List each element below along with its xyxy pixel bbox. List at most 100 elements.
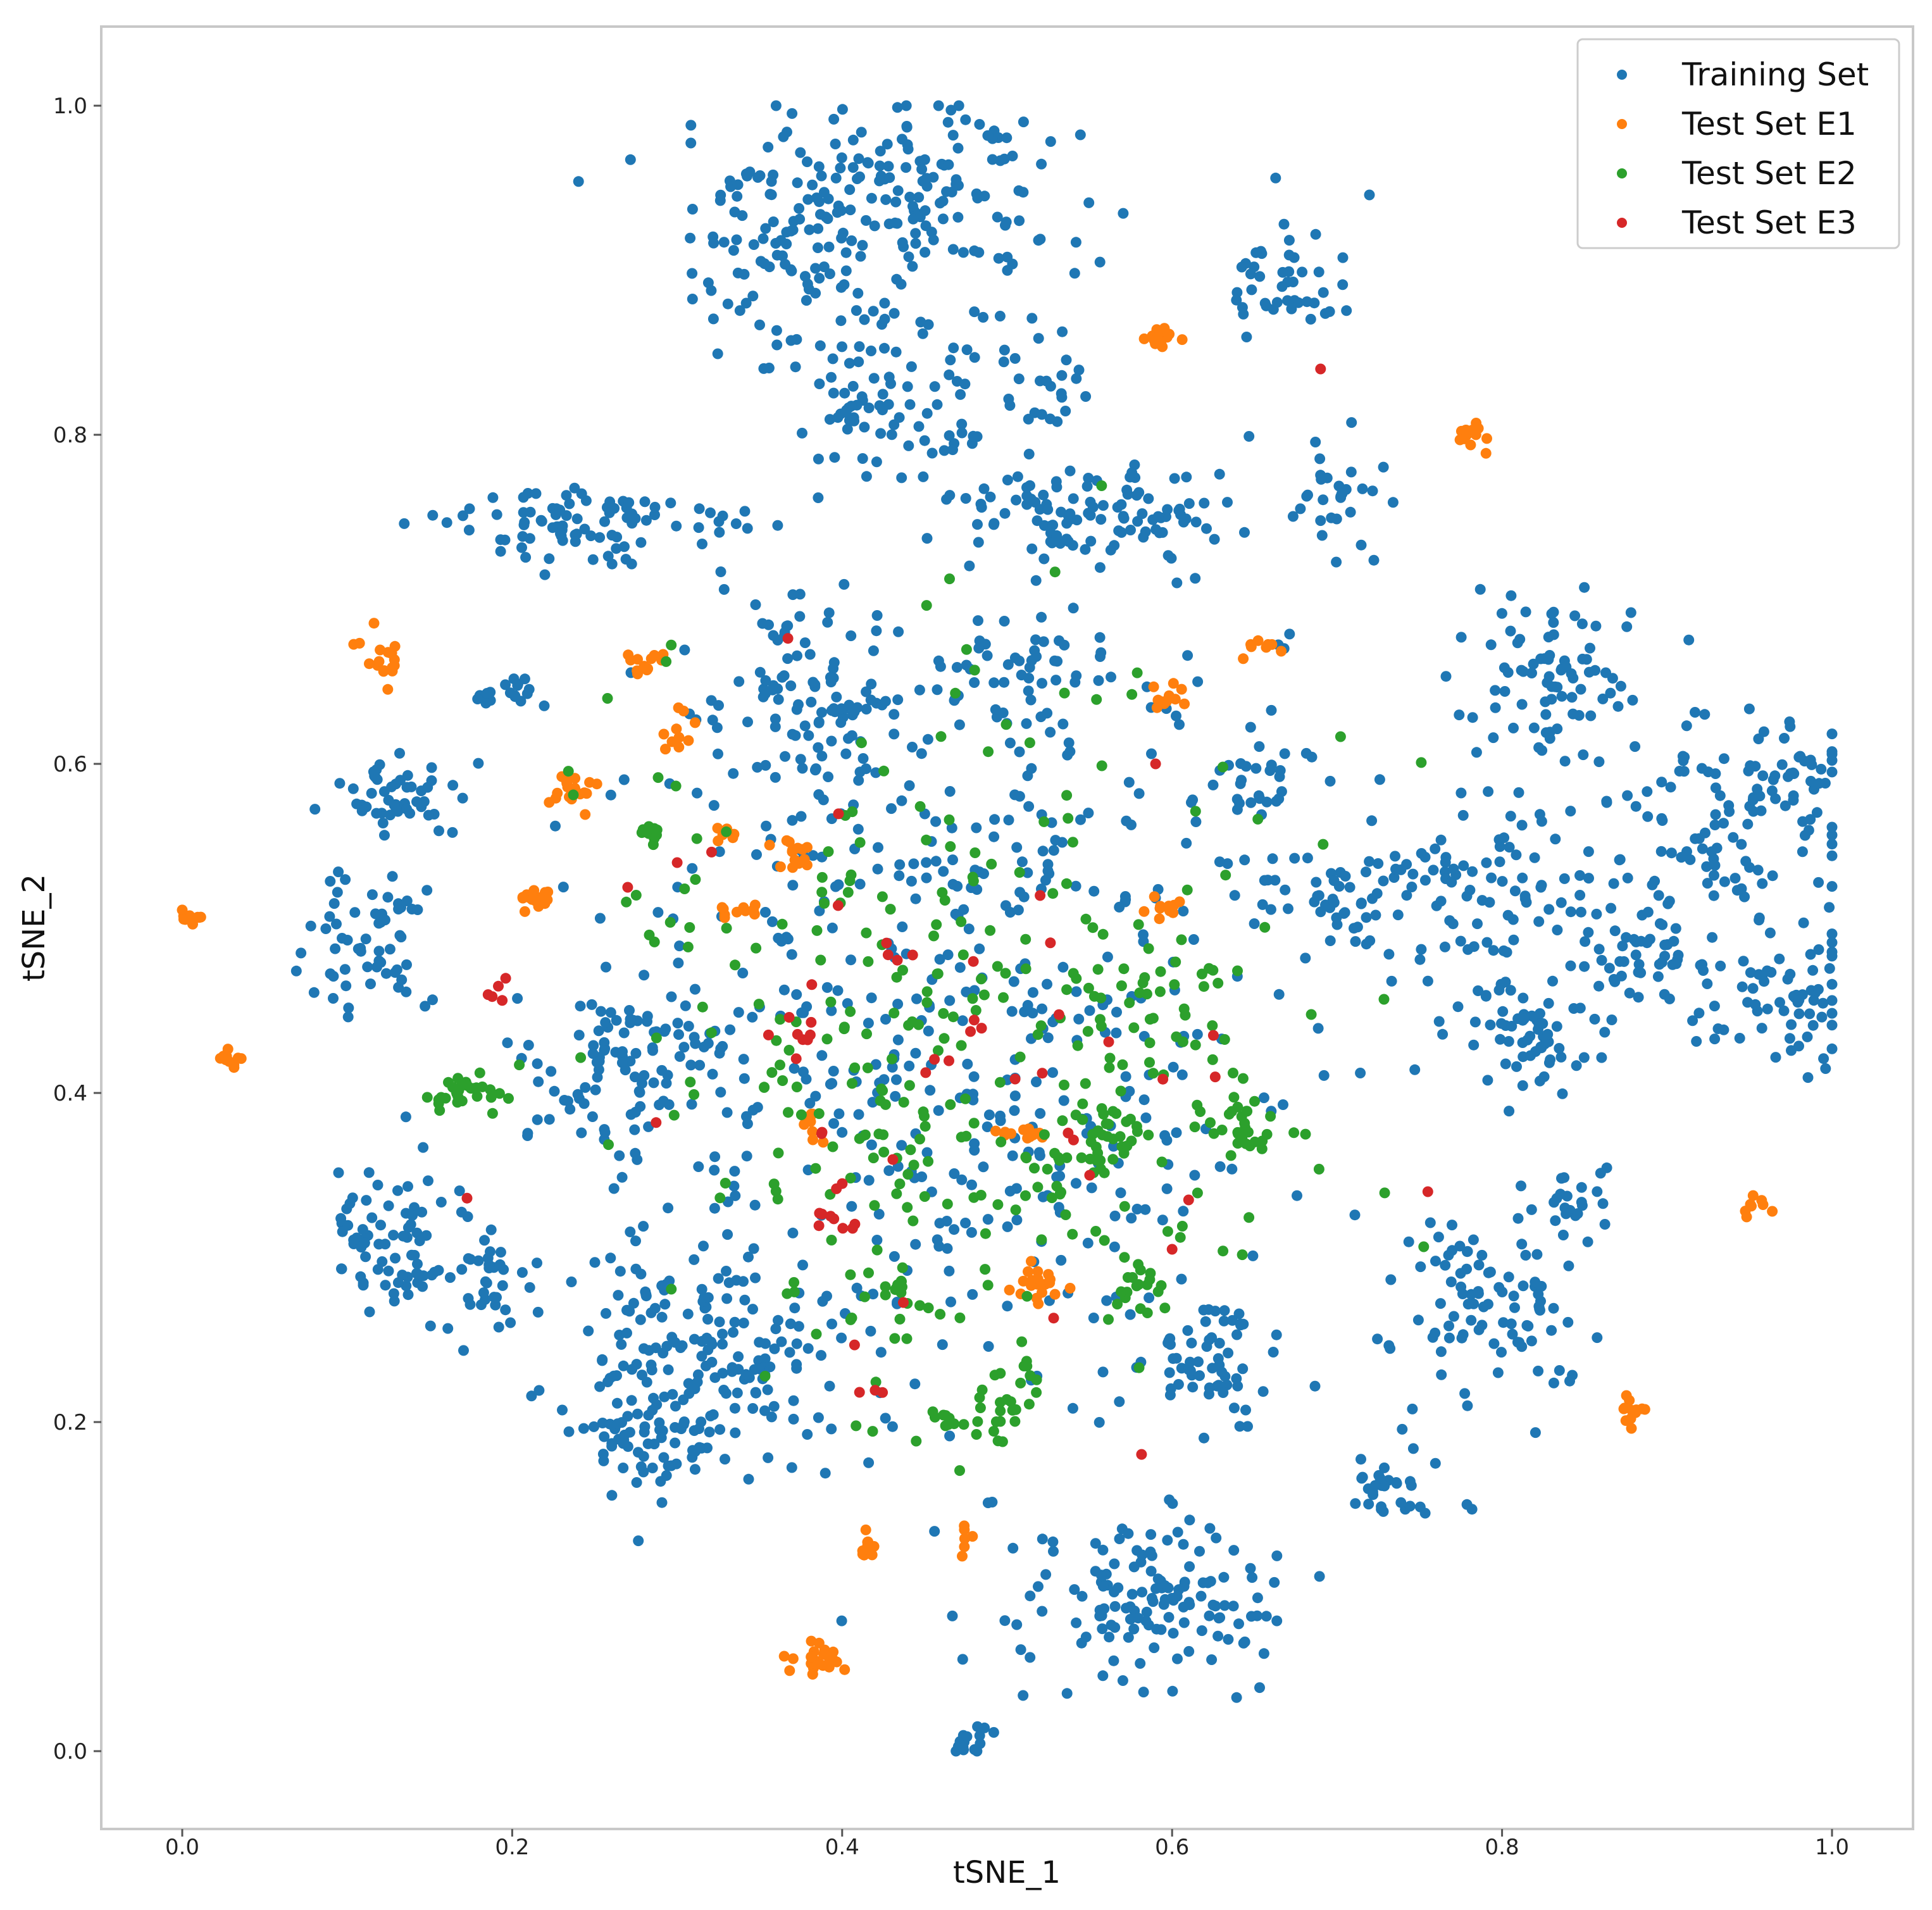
- point-test-set-e2: [1216, 1125, 1228, 1135]
- point-training-set: [685, 137, 697, 149]
- point-training-set: [926, 447, 938, 459]
- point-training-set: [823, 607, 835, 618]
- point-test-set-e2: [1335, 731, 1346, 742]
- point-training-set: [698, 1240, 709, 1252]
- point-training-set: [1709, 820, 1721, 830]
- point-training-set: [1300, 747, 1312, 759]
- point-training-set: [393, 904, 404, 914]
- point-training-set: [1591, 908, 1602, 920]
- point-training-set: [1057, 718, 1069, 730]
- point-training-set: [308, 987, 320, 998]
- point-training-set: [1709, 870, 1719, 881]
- point-training-set: [599, 1431, 610, 1442]
- point-training-set: [626, 1395, 637, 1406]
- point-training-set: [1190, 573, 1201, 584]
- point-training-set: [770, 713, 781, 725]
- point-training-set: [1769, 770, 1781, 782]
- point-test-set-e2: [861, 927, 872, 939]
- point-training-set: [780, 259, 791, 270]
- point-training-set: [749, 1199, 761, 1211]
- point-training-set: [547, 522, 558, 534]
- point-training-set: [747, 290, 759, 302]
- point-training-set: [473, 758, 484, 769]
- point-training-set: [1604, 963, 1615, 974]
- point-training-set: [1536, 745, 1548, 756]
- point-test-set-e2: [1190, 1039, 1201, 1051]
- point-test-set-e2: [845, 869, 857, 880]
- point-training-set: [1774, 997, 1785, 1008]
- point-training-set: [1826, 937, 1838, 948]
- point-test-set-e2: [1000, 968, 1011, 979]
- point-training-set: [791, 1338, 802, 1349]
- point-training-set: [879, 313, 890, 325]
- point-training-set: [339, 964, 351, 975]
- point-training-set: [750, 599, 761, 610]
- point-training-set: [728, 1326, 739, 1338]
- point-training-set: [1302, 852, 1313, 864]
- point-training-set: [487, 492, 499, 503]
- point-training-set: [409, 1250, 420, 1261]
- point-training-set: [1685, 854, 1696, 865]
- point-training-set: [707, 231, 719, 242]
- point-training-set: [1176, 1273, 1187, 1285]
- point-test-set-e2: [970, 1005, 982, 1016]
- point-training-set: [1748, 806, 1759, 817]
- point-training-set: [606, 530, 618, 541]
- point-training-set: [755, 256, 766, 267]
- point-test-set-e2: [563, 766, 574, 777]
- point-test-set-e1: [1621, 1390, 1632, 1401]
- point-training-set: [820, 1468, 831, 1479]
- point-training-set: [907, 261, 918, 272]
- point-training-set: [400, 1111, 411, 1123]
- point-training-set: [447, 780, 459, 791]
- point-training-set: [1095, 514, 1107, 525]
- point-training-set: [1469, 1016, 1481, 1028]
- point-training-set: [882, 139, 893, 150]
- point-training-set: [1805, 775, 1816, 787]
- point-test-set-e2: [921, 986, 933, 997]
- point-training-set: [1250, 247, 1262, 258]
- point-training-set: [721, 1107, 733, 1118]
- point-training-set: [914, 156, 926, 167]
- point-training-set: [761, 820, 772, 832]
- point-training-set: [762, 1384, 773, 1395]
- point-training-set: [699, 1292, 710, 1304]
- point-training-set: [1279, 748, 1290, 759]
- point-training-set: [1622, 790, 1633, 801]
- point-test-set-e2: [815, 954, 826, 966]
- point-training-set: [1122, 489, 1133, 500]
- point-training-set: [816, 1050, 828, 1061]
- point-training-set: [1462, 1400, 1473, 1411]
- point-training-set: [1492, 1367, 1504, 1378]
- point-training-set: [1218, 1315, 1230, 1326]
- point-training-set: [750, 1272, 761, 1283]
- point-training-set: [1579, 961, 1590, 972]
- point-test-set-e2: [1080, 1078, 1091, 1089]
- point-training-set: [1779, 733, 1790, 744]
- point-training-set: [1461, 1499, 1473, 1510]
- point-training-set: [1280, 884, 1291, 896]
- point-training-set: [1016, 856, 1028, 868]
- point-training-set: [836, 232, 847, 244]
- point-training-set: [1085, 535, 1097, 547]
- point-training-set: [687, 204, 698, 215]
- point-training-set: [766, 1411, 777, 1423]
- point-test-set-e2: [1225, 1150, 1237, 1161]
- point-test-set-e2: [937, 887, 948, 898]
- point-training-set: [647, 1463, 658, 1473]
- point-training-set: [1518, 1013, 1530, 1025]
- point-training-set: [1447, 1220, 1457, 1231]
- point-test-set-e2: [682, 941, 694, 952]
- point-test-set-e2: [897, 964, 908, 976]
- point-training-set: [1436, 1369, 1447, 1380]
- point-test-set-e2: [1144, 1037, 1156, 1049]
- point-training-set: [558, 882, 569, 893]
- point-test-set-e1: [544, 797, 555, 808]
- point-training-set: [1530, 1427, 1541, 1439]
- point-training-set: [1277, 266, 1288, 278]
- point-test-set-e2: [986, 858, 997, 870]
- point-training-set: [743, 1251, 754, 1263]
- point-training-set: [1497, 1006, 1509, 1017]
- point-test-set-e2: [1171, 1031, 1182, 1042]
